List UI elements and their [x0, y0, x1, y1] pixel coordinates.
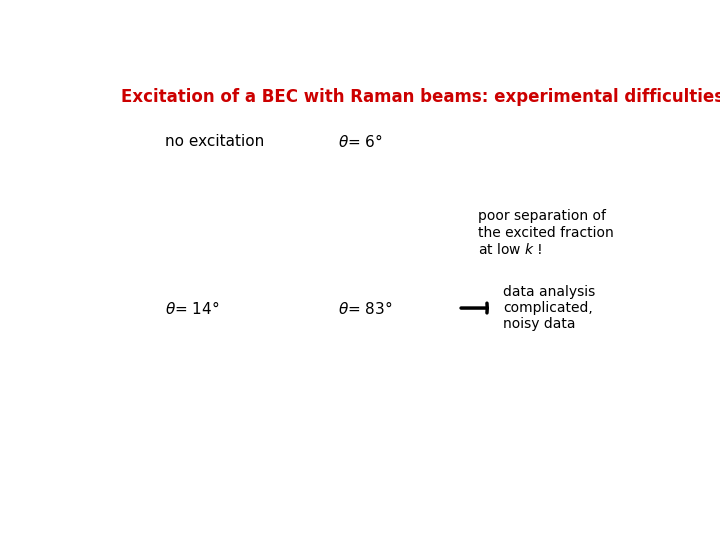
Text: data analysis
complicated,
noisy data: data analysis complicated, noisy data	[503, 285, 595, 331]
Text: Excitation of a BEC with Raman beams: experimental difficulties: Excitation of a BEC with Raman beams: ex…	[121, 87, 720, 106]
Text: no excitation: no excitation	[166, 134, 264, 149]
Text: poor separation of
the excited fraction
at low $k$ !: poor separation of the excited fraction …	[478, 210, 613, 257]
Text: $\theta$= 6°: $\theta$= 6°	[338, 133, 383, 150]
Text: $\theta$= 14°: $\theta$= 14°	[166, 300, 220, 316]
Text: $\theta$= 83°: $\theta$= 83°	[338, 300, 393, 316]
